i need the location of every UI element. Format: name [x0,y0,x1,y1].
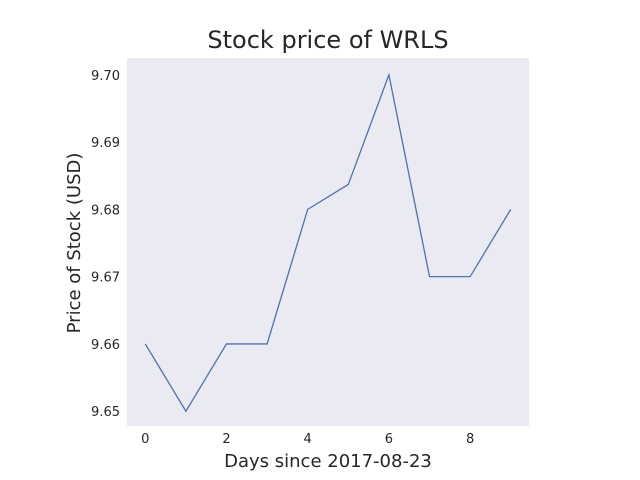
x-tick-label: 0 [141,432,149,447]
y-tick-label: 9.69 [91,136,120,151]
x-axis-label: Days since 2017-08-23 [224,451,432,472]
y-axis-ticks: 9.65 9.66 9.67 9.68 9.69 9.70 [91,69,120,420]
plot-area [127,58,529,426]
y-tick-label: 9.66 [91,338,120,353]
x-tick-label: 4 [304,432,312,447]
y-axis-label: Price of Stock (USD) [64,153,85,334]
x-tick-label: 6 [385,432,393,447]
chart-title: Stock price of WRLS [207,26,448,54]
y-tick-label: 9.68 [91,203,120,218]
price-series-line [144,72,512,413]
x-axis-ticks: 0 2 4 6 8 [141,432,474,447]
y-tick-label: 9.65 [91,405,120,420]
x-tick-label: 2 [222,432,230,447]
y-tick-label: 9.70 [91,69,120,84]
y-tick-label: 9.67 [91,271,120,286]
x-tick-label: 8 [466,432,474,447]
